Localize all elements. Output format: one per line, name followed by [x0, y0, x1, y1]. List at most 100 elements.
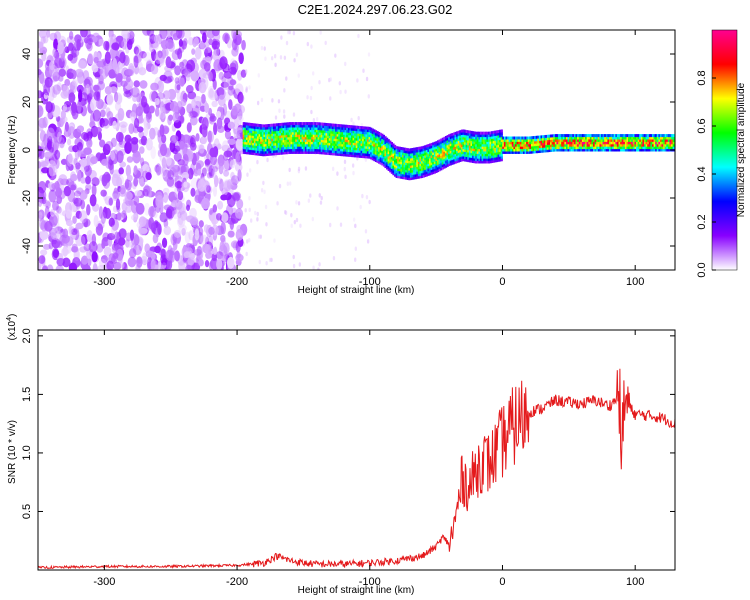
spectrogram-cell [443, 156, 446, 160]
spectrogram-cell [320, 148, 323, 152]
spectrogram-cell [335, 143, 338, 147]
spectrogram-cell [440, 157, 443, 161]
spectrogram-cell [260, 188, 264, 193]
spectrogram-cell [425, 173, 429, 177]
spectrogram-cell [602, 138, 605, 142]
spectrogram-cell [639, 134, 642, 138]
spectrogram-cell [379, 156, 382, 160]
spectrogram-cell [495, 142, 499, 146]
spectrogram-cell [108, 197, 113, 206]
spectrogram-cell [596, 134, 599, 138]
spectrogram-cell [417, 170, 421, 174]
spectrogram-cell [298, 141, 301, 145]
spectrogram-cell [408, 165, 411, 169]
spectrogram-cell [411, 150, 414, 154]
spectrogram-cell [244, 143, 247, 147]
spectrogram-cell [323, 122, 327, 126]
y-tick-label: 20 [21, 96, 33, 108]
spectrogram-cell [211, 100, 218, 108]
spectrogram-cell [86, 230, 93, 243]
spectrogram-cell [636, 143, 639, 147]
spectrogram-cell [314, 131, 317, 135]
spectrogram-cell [72, 215, 77, 225]
spectrogram-cell [408, 174, 411, 178]
spectrogram-cell [343, 126, 346, 130]
spectrogram-cell [338, 131, 341, 135]
spectrogram-cell [413, 174, 416, 178]
spectrogram-cell [481, 160, 484, 164]
spectrogram-cell [314, 124, 317, 128]
spectrogram-cell [384, 157, 387, 161]
spectrogram-cell [126, 75, 131, 83]
spectrogram-cell [492, 154, 495, 158]
spectrogram-cell [647, 148, 650, 152]
spectrogram-cell [249, 149, 252, 153]
spectrogram-cell [438, 153, 441, 157]
spectrogram-cell [138, 227, 148, 235]
spectrogram-cell [258, 138, 261, 142]
spectrogram-cell [258, 131, 261, 135]
spectrogram-cell [333, 133, 336, 137]
spectrogram-cell [277, 137, 280, 141]
spectrogram-cell [235, 138, 245, 151]
spectrogram-cell [253, 125, 257, 129]
spectrogram-cell [389, 154, 392, 158]
spectrogram-cell [347, 144, 351, 148]
spectrogram-cell [443, 146, 446, 150]
spectrogram-cell [395, 172, 398, 176]
spectrogram-cell [669, 146, 672, 150]
spectrogram-cell [460, 151, 464, 155]
spectrogram-cell [290, 124, 293, 128]
spectrogram-cell [596, 143, 599, 147]
spectrogram-cell [65, 209, 73, 219]
spectrogram-cell [111, 224, 116, 237]
spectrogram-cell [473, 148, 476, 152]
spectrogram-cell [382, 137, 386, 141]
spectrogram-cell [339, 143, 343, 147]
spectrogram-cell [257, 126, 260, 130]
snr-x-ticks: -300 -200 -100 0 100 [93, 330, 644, 588]
spectrogram-cell [85, 175, 91, 185]
spectrogram-cell [379, 135, 382, 139]
spectrogram-cell [393, 154, 397, 158]
spectrogram-cell [306, 134, 309, 138]
spectrogram-cell [314, 146, 317, 150]
spectrogram-cell [451, 133, 454, 137]
spectrogram-cell [636, 146, 639, 150]
spectrogram-cell [475, 150, 478, 154]
spectrogram-cell [616, 146, 620, 150]
spectrogram-cell [277, 99, 281, 104]
spectrogram-cell [295, 141, 298, 145]
spectrogram-cell [406, 152, 409, 156]
spectrogram-cell [573, 146, 577, 150]
spectrogram-cell [456, 131, 459, 135]
spectrogram-cell [409, 169, 413, 173]
spectrogram-cell [607, 138, 610, 142]
spectrogram-cell [589, 143, 593, 147]
spectrogram-cell [448, 151, 451, 155]
spectrogram-cell [295, 143, 298, 147]
spectrogram-cell [655, 134, 658, 138]
spectrogram-cell [292, 134, 295, 138]
spectrogram-cell [249, 125, 252, 129]
spectrogram-cell [354, 223, 357, 229]
spectrogram-cell [411, 147, 414, 151]
spectrogram-cell [180, 66, 186, 75]
spectrogram-cell [495, 151, 499, 155]
spectrogram-cell [479, 150, 483, 154]
spectrogram-cell [346, 151, 349, 155]
spectrogram-cell [486, 160, 489, 164]
spectrogram-cell [350, 144, 354, 148]
spectrogram-cell [68, 225, 73, 235]
spectrogram-cell [424, 166, 427, 170]
spectrogram-cell [354, 130, 357, 134]
spectrogram-cell [476, 136, 479, 140]
spectrogram-cell [335, 135, 338, 139]
spectrogram-cell [467, 151, 470, 155]
spectrogram-cell [312, 134, 315, 138]
spectrogram-cell [561, 136, 564, 140]
spectrogram-cell [424, 154, 427, 158]
spectrogram-cell [371, 142, 374, 146]
spectrogram-cell [452, 158, 456, 162]
spectrogram-cell [578, 143, 581, 147]
